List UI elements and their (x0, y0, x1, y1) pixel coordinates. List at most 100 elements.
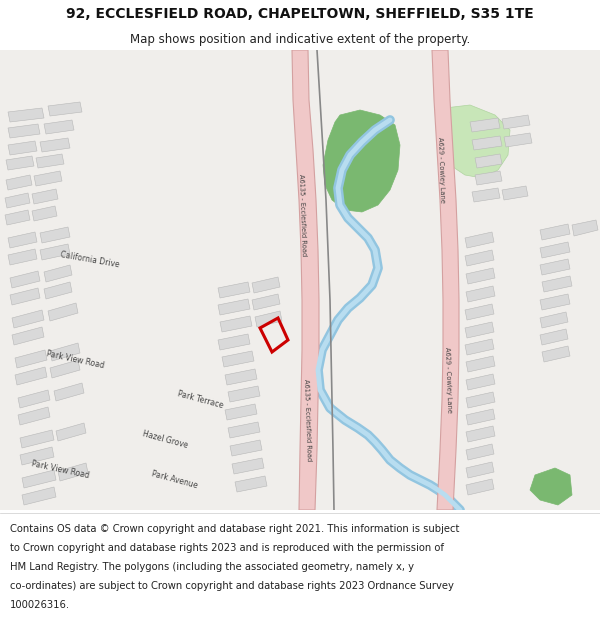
Polygon shape (472, 136, 502, 150)
Polygon shape (466, 462, 494, 478)
Polygon shape (18, 407, 50, 425)
Polygon shape (12, 310, 44, 328)
Polygon shape (475, 154, 502, 168)
Polygon shape (323, 110, 400, 212)
Polygon shape (466, 444, 494, 460)
Polygon shape (40, 227, 70, 243)
Polygon shape (466, 392, 495, 408)
Polygon shape (32, 206, 57, 221)
Polygon shape (542, 276, 572, 292)
Polygon shape (530, 468, 572, 505)
Text: Map shows position and indicative extent of the property.: Map shows position and indicative extent… (130, 32, 470, 46)
Polygon shape (255, 311, 282, 327)
Polygon shape (22, 487, 56, 505)
Polygon shape (44, 265, 72, 282)
Polygon shape (34, 171, 62, 186)
Polygon shape (58, 463, 88, 481)
Polygon shape (540, 224, 570, 240)
Polygon shape (8, 124, 40, 138)
Text: A629 - Cowley Lane: A629 - Cowley Lane (444, 347, 452, 413)
Text: Hazel Grove: Hazel Grove (142, 429, 188, 451)
Polygon shape (465, 339, 494, 355)
Text: California Drive: California Drive (60, 251, 120, 269)
Polygon shape (572, 220, 598, 236)
Text: to Crown copyright and database rights 2023 and is reproduced with the permissio: to Crown copyright and database rights 2… (10, 542, 444, 552)
Polygon shape (466, 409, 495, 425)
Polygon shape (50, 360, 80, 378)
Polygon shape (6, 175, 32, 190)
Polygon shape (15, 350, 47, 368)
Polygon shape (465, 304, 494, 320)
Polygon shape (432, 50, 459, 510)
Polygon shape (466, 356, 495, 372)
Polygon shape (252, 277, 280, 293)
Polygon shape (222, 351, 254, 367)
Text: 92, ECCLESFIELD ROAD, CHAPELTOWN, SHEFFIELD, S35 1TE: 92, ECCLESFIELD ROAD, CHAPELTOWN, SHEFFI… (66, 7, 534, 21)
Text: Contains OS data © Crown copyright and database right 2021. This information is : Contains OS data © Crown copyright and d… (10, 524, 460, 534)
Polygon shape (466, 374, 495, 390)
Polygon shape (465, 232, 494, 248)
Text: A629 - Cowley Lane: A629 - Cowley Lane (437, 137, 445, 203)
Polygon shape (48, 303, 78, 321)
Polygon shape (230, 440, 262, 456)
Polygon shape (292, 50, 319, 510)
Polygon shape (470, 118, 500, 132)
Polygon shape (54, 383, 84, 401)
Text: Park Avenue: Park Avenue (151, 469, 199, 491)
Text: co-ordinates) are subject to Crown copyright and database rights 2023 Ordnance S: co-ordinates) are subject to Crown copyr… (10, 581, 454, 591)
Polygon shape (10, 271, 40, 288)
Polygon shape (218, 299, 250, 315)
Polygon shape (540, 259, 570, 275)
Polygon shape (502, 186, 528, 200)
Polygon shape (542, 346, 570, 362)
Polygon shape (5, 193, 30, 208)
Text: Park View Road: Park View Road (30, 459, 90, 481)
Polygon shape (220, 316, 252, 332)
Polygon shape (540, 242, 570, 258)
Polygon shape (466, 426, 495, 442)
Polygon shape (56, 423, 86, 441)
Polygon shape (20, 447, 54, 465)
Polygon shape (235, 476, 267, 492)
Polygon shape (6, 156, 34, 170)
Polygon shape (0, 50, 600, 510)
Polygon shape (22, 470, 56, 488)
Polygon shape (218, 282, 250, 298)
Polygon shape (252, 294, 280, 310)
Polygon shape (5, 210, 30, 225)
Polygon shape (44, 282, 72, 299)
Polygon shape (465, 322, 494, 338)
Polygon shape (15, 367, 47, 385)
Polygon shape (540, 294, 570, 310)
Text: Park Terrace: Park Terrace (176, 389, 224, 411)
Polygon shape (8, 108, 44, 122)
Polygon shape (50, 343, 80, 361)
Polygon shape (36, 154, 64, 168)
Polygon shape (540, 312, 568, 328)
Polygon shape (504, 133, 532, 147)
Polygon shape (40, 244, 70, 260)
Polygon shape (18, 390, 50, 408)
Polygon shape (12, 327, 44, 345)
Polygon shape (466, 479, 494, 495)
Polygon shape (20, 430, 54, 448)
Polygon shape (8, 232, 37, 248)
Polygon shape (8, 141, 37, 155)
Polygon shape (228, 422, 260, 438)
Polygon shape (228, 386, 260, 402)
Text: A6135 - Ecclesfield Road: A6135 - Ecclesfield Road (298, 174, 307, 256)
Polygon shape (8, 249, 37, 265)
Text: Park View Road: Park View Road (45, 349, 105, 371)
Polygon shape (48, 102, 82, 116)
Polygon shape (475, 171, 502, 185)
Polygon shape (466, 268, 495, 284)
Polygon shape (225, 369, 257, 385)
Text: HM Land Registry. The polygons (including the associated geometry, namely x, y: HM Land Registry. The polygons (includin… (10, 562, 414, 572)
Text: 100026316.: 100026316. (10, 600, 70, 610)
Polygon shape (225, 404, 257, 420)
Text: A6135 - Ecclesfield Road: A6135 - Ecclesfield Road (302, 379, 311, 461)
Polygon shape (218, 334, 250, 350)
Polygon shape (502, 115, 530, 129)
Polygon shape (44, 120, 74, 134)
Polygon shape (465, 250, 494, 266)
